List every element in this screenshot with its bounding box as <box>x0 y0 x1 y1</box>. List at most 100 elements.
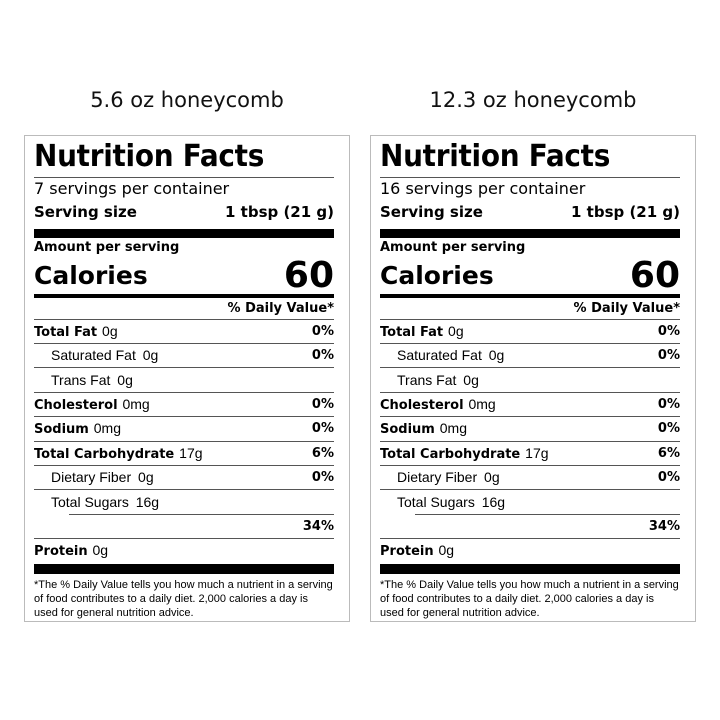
nutrient-row: Total Fat 0g 0% <box>34 320 334 342</box>
nutrient-name: Protein <box>380 544 434 560</box>
divider <box>69 513 334 515</box>
servings-per-container: 16 servings per container <box>380 179 586 198</box>
amount-per-serving: Amount per serving <box>34 240 180 255</box>
nutrient-daily-value: 34% <box>648 518 680 534</box>
divider <box>380 416 680 418</box>
nutrient-daily-value: 0% <box>311 396 334 412</box>
nutrient-daily-value: 0% <box>657 347 680 363</box>
nutrient-row: Total Sugars 16g <box>380 491 680 513</box>
calories-row: Calories 60 <box>380 254 680 296</box>
divider <box>34 416 334 418</box>
calories-row: Calories 60 <box>34 255 334 296</box>
serving-size-value: 1 tbsp (21 g) <box>571 203 680 221</box>
nutrient-daily-value: 0% <box>657 421 680 437</box>
nutrient-name: Sodium <box>380 422 435 438</box>
nutrient-name: Total Carbohydrate <box>34 446 175 462</box>
nutrient-daily-value: 34% <box>302 518 334 534</box>
nutrient-amount: 16g <box>481 493 506 510</box>
thick-bar <box>34 564 334 574</box>
divider <box>380 343 680 344</box>
thick-bar <box>34 229 334 238</box>
nutrient-amount: 0g <box>142 347 159 364</box>
divider <box>380 538 680 540</box>
label-title: Nutrition Facts <box>380 139 611 174</box>
nutrient-amount: 0g <box>117 371 133 388</box>
divider <box>380 367 680 369</box>
thick-bar <box>380 564 680 574</box>
nutrient-name: Trans Fat <box>51 371 111 388</box>
thick-bar <box>380 229 680 238</box>
daily-value-header-text: % Daily Value* <box>573 300 680 316</box>
nutrient-amount: 0mg <box>468 395 496 412</box>
divider <box>380 177 680 178</box>
footnote: *The % Daily Value tells you how much a … <box>380 579 679 619</box>
nutrient-row: Dietary Fiber 0g 0% <box>34 466 334 488</box>
nutrient-amount: 0mg <box>93 420 121 437</box>
nutrient-name: Cholesterol <box>34 397 118 413</box>
nutrient-name: Cholesterol <box>380 397 464 413</box>
nutrient-name: Dietary Fiber <box>397 469 478 486</box>
serving-size-value: 1 tbsp (21 g) <box>225 203 334 221</box>
nutrient-label: Cholesterol 0mg <box>380 396 496 413</box>
nutrient-label: Trans Fat 0g <box>397 372 479 388</box>
divider <box>34 465 334 466</box>
nutrient-row: Cholesterol 0mg 0% <box>380 393 680 415</box>
calories-label: Calories <box>34 260 148 290</box>
divider <box>380 319 680 320</box>
calories-label: Calories <box>380 260 494 290</box>
nutrient-label: Total Fat 0g <box>380 323 464 340</box>
label-caption: 5.6 oz honeycomb <box>90 88 284 112</box>
nutrient-row: Trans Fat 0g <box>34 369 334 391</box>
nutrient-amount: 0g <box>92 542 109 559</box>
divider <box>34 391 334 393</box>
daily-value-header-text: % Daily Value* <box>227 300 334 316</box>
nutrient-amount: 0g <box>463 371 479 388</box>
nutrient-label: Trans Fat 0g <box>51 372 133 388</box>
nutrient-amount: 16g <box>135 493 160 510</box>
nutrient-label: Dietary Fiber 0g <box>51 469 154 485</box>
nutrient-label: Sodium 0mg <box>380 420 467 437</box>
serving-size-label: Serving size <box>380 203 483 221</box>
nutrition-label: Nutrition Facts 7 servings per container S… <box>24 135 350 622</box>
nutrient-label: Total Sugars 16g <box>51 494 159 510</box>
nutrient-name: Dietary Fiber <box>51 469 132 486</box>
serving-size-row: Serving size 1 tbsp (21 g) <box>380 201 680 223</box>
nutrient-row: Trans Fat 0g <box>380 369 680 391</box>
nutrient-row: Cholesterol 0mg 0% <box>34 393 334 415</box>
nutrient-amount: 17g <box>525 444 549 461</box>
nutrient-daily-value: 0% <box>657 396 680 412</box>
nutrient-amount: 0g <box>448 322 464 339</box>
nutrition-label: Nutrition Facts 16 servings per container… <box>370 135 696 622</box>
nutrient-label: Protein 0g <box>380 542 454 559</box>
nutrient-daily-value: 6% <box>657 445 680 461</box>
nutrient-name: Trans Fat <box>397 371 457 388</box>
nutrient-label: Saturated Fat 0g <box>397 347 504 363</box>
nutrient-amount: 0g <box>138 469 154 486</box>
nutrient-row: Sodium 0mg 0% <box>380 418 680 440</box>
nutrient-row: Saturated Fat 0g 0% <box>380 344 680 366</box>
nutrient-label: Total Carbohydrate 17g <box>34 445 203 462</box>
nutrient-daily-value: 0% <box>311 347 334 363</box>
nutrient-row: Dietary Fiber 0g 0% <box>380 466 680 488</box>
amount-per-serving: Amount per serving <box>380 240 526 255</box>
medium-bar <box>380 294 680 298</box>
medium-bar <box>34 294 334 298</box>
nutrient-row: Total Carbohydrate 17g 6% <box>380 442 680 464</box>
divider <box>34 367 334 369</box>
nutrient-amount: 17g <box>179 444 203 461</box>
calories-value: 60 <box>629 254 680 296</box>
nutrient-label: Sodium 0mg <box>34 420 121 437</box>
nutrient-row: Protein 0g <box>380 540 680 562</box>
nutrient-daily-value: 0% <box>311 323 334 339</box>
nutrient-name: Total Sugars <box>397 493 475 510</box>
footnote: *The % Daily Value tells you how much a … <box>34 579 333 619</box>
nutrient-amount: 0mg <box>439 420 467 437</box>
nutrient-label: Total Sugars 16g <box>397 494 505 510</box>
daily-value-header: % Daily Value* <box>380 297 680 319</box>
label-caption: 12.3 oz honeycomb <box>429 88 637 112</box>
nutrient-amount: 0g <box>102 322 118 339</box>
nutrient-name: Saturated Fat <box>51 347 136 364</box>
nutrient-name: Saturated Fat <box>397 347 482 364</box>
divider <box>34 538 334 540</box>
nutrient-daily-value: 0% <box>657 469 680 485</box>
